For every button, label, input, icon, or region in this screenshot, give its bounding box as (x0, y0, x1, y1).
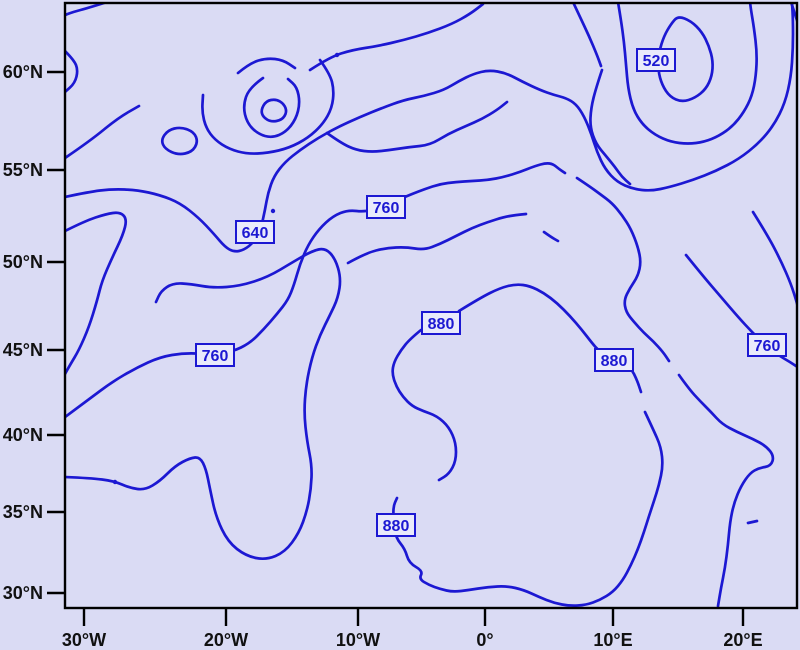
y-axis-tick-label: 60°N (3, 62, 43, 82)
contour-label: 640 (235, 220, 275, 244)
contour-line (616, 4, 758, 145)
contour-line (684, 253, 796, 368)
contour-line (242, 76, 301, 139)
contour-line (392, 410, 664, 607)
x-axis-tick-label: 30°W (62, 630, 106, 650)
contour-line (542, 230, 560, 243)
y-axis-tick-label: 35°N (3, 502, 43, 522)
contour-line (677, 373, 775, 607)
contour-line (66, 247, 342, 561)
contour-label: 760 (195, 343, 235, 367)
contour-line (160, 126, 199, 156)
contour-label: 760 (747, 333, 787, 357)
contour-label-box (235, 220, 275, 244)
x-axis-tick-label: 10°E (593, 630, 632, 650)
contour-line (746, 519, 759, 525)
contour-label-box (747, 333, 787, 357)
plot-frame (63, 1, 799, 610)
y-axis-tick-label: 30°N (3, 583, 43, 603)
contour-line (66, 4, 795, 253)
x-axis-tick-label: 20°E (723, 630, 762, 650)
contour-line (325, 100, 509, 153)
contour-line (66, 211, 128, 375)
contour-line (391, 328, 458, 482)
contour-dot (112, 479, 118, 485)
contour-label-text: 760 (754, 338, 781, 355)
contour-label-box (594, 348, 634, 372)
y-axis-tick-label: 50°N (3, 252, 43, 272)
contour-line (260, 98, 288, 123)
x-axis-tick-label: 10°W (336, 630, 380, 650)
contour-line (589, 68, 632, 186)
contour-dot (270, 208, 276, 214)
contour-label-text: 760 (202, 348, 229, 365)
y-axis-tick-label: 55°N (3, 160, 43, 180)
contour-line (346, 212, 528, 265)
contour-label: 760 (366, 195, 406, 219)
contour-label-box (366, 195, 406, 219)
contour-line (751, 210, 796, 306)
contour-label: 880 (594, 348, 634, 372)
y-axis-tick-label: 45°N (3, 340, 43, 360)
contour-label-text: 760 (373, 200, 400, 217)
contour-label: 880 (376, 513, 416, 537)
contour-label-text: 880 (383, 518, 410, 535)
contour-dot (334, 52, 340, 58)
contour-line (572, 4, 603, 68)
contour-label-box (195, 343, 235, 367)
contour-label-text: 880 (601, 353, 628, 370)
contour-line (308, 4, 485, 72)
contour-line (575, 176, 671, 363)
x-axis-tick-label: 0° (476, 630, 493, 650)
contour-line (66, 4, 105, 17)
contour-line (201, 58, 335, 155)
contour-label-box (636, 48, 676, 72)
y-axis-tick-label: 40°N (3, 425, 43, 445)
contour-line (66, 104, 141, 159)
contour-label-box (421, 311, 461, 335)
contour-lines-layer (66, 4, 796, 607)
contour-label-text: 880 (428, 316, 455, 333)
contour-label: 880 (421, 311, 461, 335)
contour-label-text: 520 (643, 53, 670, 70)
contour-line (66, 50, 79, 93)
x-axis-tick-label: 20°W (204, 630, 248, 650)
contour-label-box (376, 513, 416, 537)
contour-line (790, 4, 796, 22)
contour-label: 520 (636, 48, 676, 72)
contour-line (236, 57, 297, 75)
contour-label-text: 640 (242, 225, 269, 242)
